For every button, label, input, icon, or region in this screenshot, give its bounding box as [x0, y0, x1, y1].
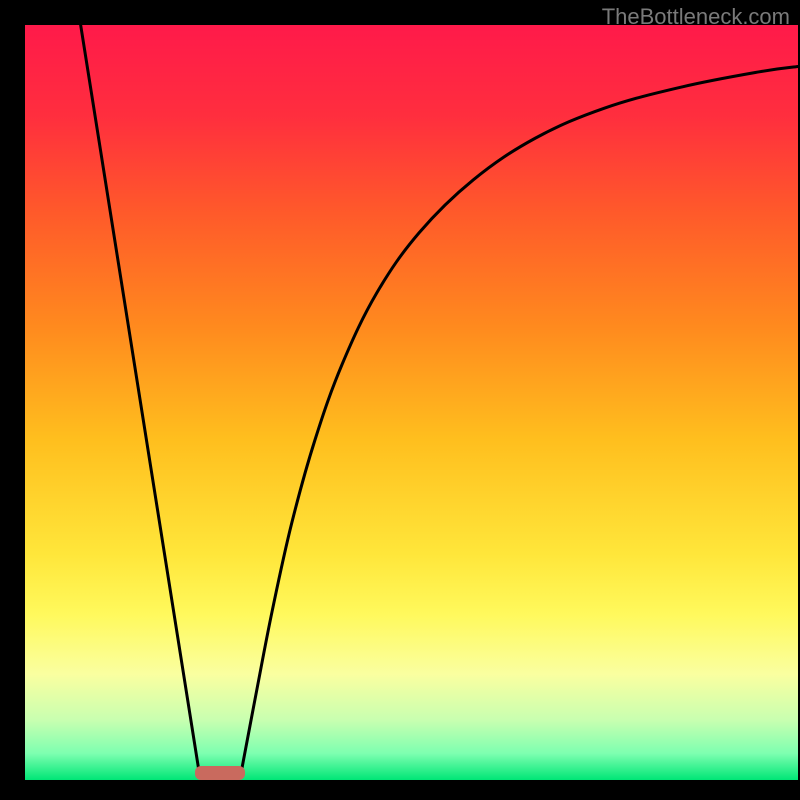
plot-area — [25, 25, 798, 780]
gradient-background — [25, 25, 798, 780]
watermark-text: TheBottleneck.com — [602, 4, 790, 30]
chart-container: TheBottleneck.com — [0, 0, 800, 800]
minimum-marker — [195, 766, 245, 780]
